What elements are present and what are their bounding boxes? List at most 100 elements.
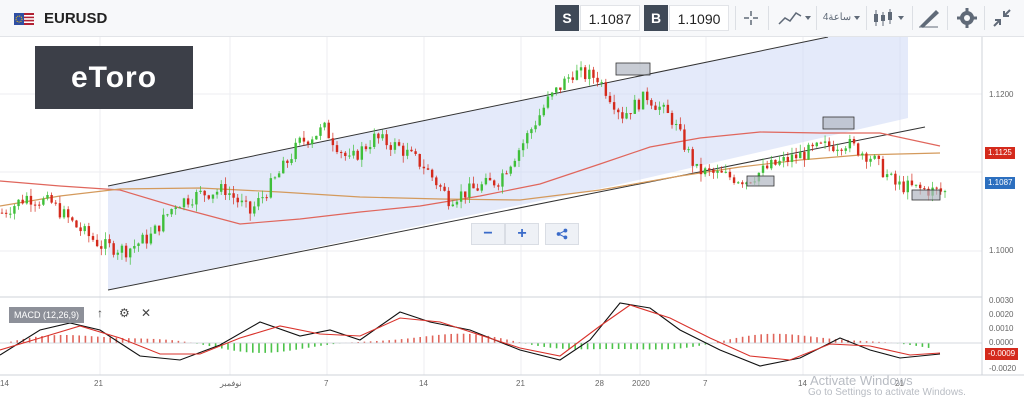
candle-body [885, 174, 889, 178]
divider [984, 6, 985, 30]
macd-histogram-bar [667, 343, 669, 350]
macd-histogram-bar [723, 340, 725, 343]
candle-body [827, 141, 831, 147]
macd-histogram-bar [202, 343, 204, 345]
zoom-in-button[interactable]: + [505, 223, 539, 245]
candle-body [811, 144, 814, 147]
move-up-icon[interactable]: ↑ [97, 306, 103, 320]
macd-histogram-bar [810, 336, 812, 343]
candle-body [654, 105, 657, 110]
candle-body [641, 91, 645, 110]
divider [912, 6, 913, 30]
sell-price[interactable]: 1.1087 [580, 5, 640, 31]
price-chart[interactable] [0, 37, 1024, 402]
candle-body [555, 87, 558, 93]
candle-body [592, 69, 595, 78]
candle-body [269, 178, 273, 198]
candle-body [401, 145, 405, 156]
candle-body [389, 145, 392, 150]
gear-icon[interactable]: ⚙ [119, 306, 130, 320]
candle-body [352, 150, 355, 156]
zoom-out-button[interactable]: − [471, 223, 505, 245]
buy-price[interactable]: 1.1090 [669, 5, 729, 31]
candlestick-icon[interactable] [870, 6, 908, 30]
sell-button[interactable]: S [555, 5, 579, 31]
candle-body [567, 77, 570, 79]
candle-body [881, 158, 885, 178]
candle-body [596, 77, 599, 83]
candle-body [894, 173, 897, 185]
candle-body [315, 135, 318, 140]
macd-histogram-bar [444, 334, 446, 343]
macd-indicator-label[interactable]: MACD (12,26,9) [9, 307, 84, 323]
line-chart-icon[interactable] [776, 6, 812, 30]
trend-channel[interactable] [108, 37, 908, 290]
settings-icon[interactable] [955, 6, 979, 30]
timeframe-selector[interactable]: 4ساعة [822, 12, 852, 23]
candle-body [368, 146, 372, 150]
macd-histogram-bar [500, 338, 502, 343]
channel-lower-line[interactable] [107, 126, 926, 291]
candle-body [248, 201, 252, 214]
candle-body [360, 146, 364, 160]
macd-histogram-bar [177, 340, 180, 343]
candle-body [91, 236, 95, 240]
candle-body [145, 234, 148, 244]
candle-body [852, 139, 856, 144]
buy-button[interactable]: B [644, 5, 668, 31]
macd-histogram-bar [909, 343, 911, 345]
macd-histogram-bar [903, 343, 905, 345]
candle-body [319, 127, 322, 136]
candle-body [617, 109, 620, 113]
candle-body [492, 180, 496, 186]
candle-body [600, 82, 603, 84]
macd-histogram-bar [872, 341, 874, 343]
candle-body [157, 225, 161, 232]
candle-body [153, 225, 157, 234]
macd-histogram-bar [648, 343, 651, 350]
macd-histogram-bar [431, 335, 434, 343]
candle-body [108, 239, 111, 244]
candle-body [174, 207, 177, 209]
channel-upper-line[interactable] [107, 37, 829, 187]
macd-histogram-bar [97, 336, 99, 343]
draw-icon[interactable] [916, 6, 942, 30]
candle-body [943, 191, 947, 193]
candle-body [604, 82, 608, 96]
candle-body [273, 177, 277, 179]
collapse-icon[interactable] [990, 6, 1014, 30]
macd-histogram-bar [803, 335, 806, 343]
candle-body [629, 113, 632, 115]
macd-histogram-bar [332, 343, 335, 345]
candle-body [865, 153, 868, 162]
candle-body [848, 139, 852, 149]
candle-body [100, 246, 103, 249]
candle-body [799, 152, 802, 159]
macd-histogram-bar [394, 339, 397, 343]
share-icon[interactable] [545, 223, 579, 245]
candle-body [393, 142, 397, 150]
crosshair-icon[interactable] [740, 6, 762, 30]
candle-body [559, 87, 562, 90]
macd-histogram-bar [227, 343, 229, 350]
ma-orange-line [0, 152, 941, 207]
candle-body [621, 112, 624, 119]
candle-body [732, 177, 736, 183]
macd-histogram-bar [816, 337, 818, 343]
candle-body [224, 184, 227, 196]
macd-histogram-bar [382, 340, 384, 343]
candle-body [902, 181, 905, 193]
candle-body [914, 184, 918, 186]
candle-body [666, 104, 670, 113]
macd-histogram-bar [413, 337, 415, 343]
macd-histogram-bar [593, 343, 595, 350]
macd-histogram-bar [47, 335, 49, 343]
candle-body [583, 67, 587, 80]
macd-histogram-bar [283, 343, 285, 352]
time-tick: 14 [419, 379, 428, 388]
close-icon[interactable]: ✕ [141, 306, 152, 320]
candle-body [637, 99, 641, 110]
candle-body [526, 133, 529, 144]
chevron-down-icon[interactable] [852, 6, 862, 30]
macd-histogram-bar [438, 334, 440, 343]
